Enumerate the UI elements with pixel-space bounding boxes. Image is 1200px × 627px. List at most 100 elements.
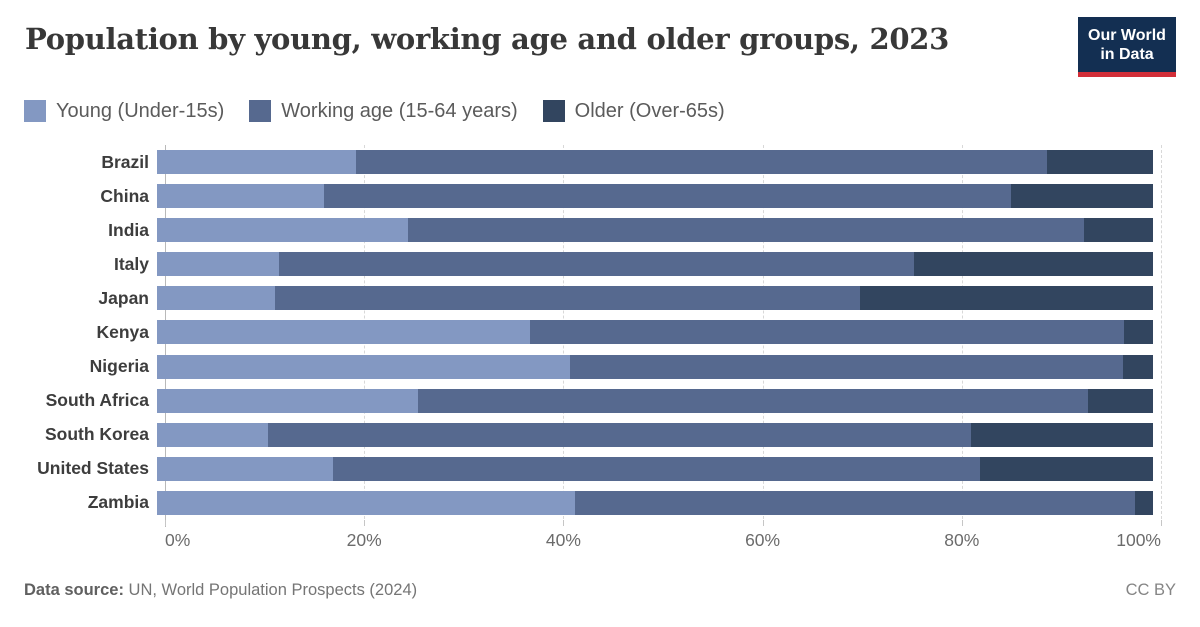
bar-row-italy: Italy	[0, 247, 1161, 281]
bar-segment-japan-working-age-15-64-years[interactable]	[274, 286, 861, 311]
bar-segment-zambia-working-age-15-64-years[interactable]	[575, 490, 1136, 515]
bar-segment-united-states-older-over-65s[interactable]	[979, 456, 1153, 481]
bar-segment-china-older-over-65s[interactable]	[1010, 184, 1153, 209]
x-tick-mark-20	[364, 520, 366, 526]
bar-segment-brazil-young-under-15s[interactable]	[157, 150, 357, 175]
gridline-100	[1161, 145, 1162, 524]
bar-segment-zambia-older-over-65s[interactable]	[1135, 490, 1153, 515]
data-source-note: Data source: UN, World Population Prospe…	[24, 581, 417, 600]
x-tick-mark-60	[762, 520, 764, 526]
bar-row-china: China	[0, 179, 1161, 213]
bar-rows: Brazil China India Italy Japan Kenya Nigeria So…	[0, 145, 1161, 520]
x-tick-mark-100	[1161, 520, 1162, 526]
bar-segment-nigeria-older-over-65s[interactable]	[1123, 354, 1153, 379]
bar-track-brazil	[157, 150, 1153, 175]
bar-segment-china-working-age-15-64-years[interactable]	[324, 184, 1011, 209]
bar-row-nigeria: Nigeria	[0, 350, 1161, 384]
legend-swatch-icon	[542, 100, 565, 122]
country-label-india: India	[108, 219, 149, 240]
country-label-zambia: Zambia	[87, 492, 149, 513]
bar-segment-south-korea-working-age-15-64-years[interactable]	[267, 422, 971, 447]
legend-swatch-icon	[24, 100, 46, 122]
bar-segment-china-young-under-15s[interactable]	[157, 184, 325, 209]
bar-track-zambia	[157, 490, 1153, 515]
bar-segment-italy-older-over-65s[interactable]	[913, 252, 1153, 277]
bar-segment-italy-working-age-15-64-years[interactable]	[278, 252, 914, 277]
country-label-china: China	[100, 185, 149, 206]
page-title: Population by young, working age and old…	[25, 22, 950, 56]
license-link[interactable]: CC BY	[1125, 581, 1176, 599]
bar-segment-japan-young-under-15s[interactable]	[157, 286, 275, 311]
bar-segment-nigeria-working-age-15-64-years[interactable]	[570, 354, 1124, 379]
x-tick-label-40: 40%	[545, 530, 581, 550]
x-tick-label-0: 0%	[165, 530, 191, 550]
bar-track-china	[157, 184, 1153, 209]
bar-segment-south-africa-working-age-15-64-years[interactable]	[417, 388, 1089, 413]
owid-logo-line2: in Data	[1100, 45, 1154, 63]
x-axis-labels: 0% 20% 40% 60% 80% 100%	[165, 530, 1161, 552]
owid-logo-line1: Our World	[1088, 26, 1166, 44]
bar-row-south-africa: South Africa	[0, 384, 1161, 418]
bar-row-south-korea: South Korea	[0, 418, 1161, 452]
x-tick-label-100: 100%	[1116, 530, 1161, 550]
bar-row-brazil: Brazil	[0, 145, 1161, 179]
bar-segment-brazil-working-age-15-64-years[interactable]	[356, 150, 1048, 175]
country-label-nigeria: Nigeria	[89, 356, 149, 377]
x-tick-mark-40	[563, 520, 565, 526]
legend-item-working-age-15-64-years[interactable]: Working age (15-64 years)	[249, 99, 518, 123]
bar-segment-zambia-young-under-15s[interactable]	[157, 490, 576, 515]
legend-swatch-icon	[249, 100, 272, 122]
bar-segment-india-young-under-15s[interactable]	[157, 218, 408, 243]
bar-segment-united-states-young-under-15s[interactable]	[157, 456, 334, 481]
owid-logo[interactable]: Our World in Data	[1078, 17, 1176, 77]
legend-item-label: Young (Under-15s)	[56, 100, 225, 122]
bar-segment-italy-young-under-15s[interactable]	[157, 252, 279, 277]
legend-item-older-over-65s[interactable]: Older (Over-65s)	[542, 99, 725, 123]
bar-row-kenya: Kenya	[0, 315, 1161, 349]
bar-row-zambia: Zambia	[0, 486, 1161, 520]
bar-segment-south-korea-older-over-65s[interactable]	[970, 422, 1153, 447]
legend-item-label: Older (Over-65s)	[574, 100, 725, 122]
bar-track-south-africa	[157, 388, 1153, 413]
bar-segment-nigeria-young-under-15s[interactable]	[157, 354, 571, 379]
bar-segment-india-working-age-15-64-years[interactable]	[407, 218, 1085, 243]
bar-segment-kenya-working-age-15-64-years[interactable]	[529, 320, 1125, 345]
bar-segment-kenya-young-under-15s[interactable]	[157, 320, 530, 345]
legend-item-label: Working age (15-64 years)	[281, 100, 518, 122]
country-label-south-korea: South Korea	[44, 424, 149, 445]
x-tick-mark-80	[961, 520, 963, 526]
bar-track-south-korea	[157, 422, 1153, 447]
bar-segment-south-korea-young-under-15s[interactable]	[157, 422, 268, 447]
bar-segment-brazil-older-over-65s[interactable]	[1047, 150, 1153, 175]
data-source-label: Data source:	[24, 581, 124, 599]
bar-row-india: India	[0, 213, 1161, 247]
bar-track-india	[157, 218, 1153, 243]
bar-track-italy	[157, 252, 1153, 277]
bar-track-japan	[157, 286, 1153, 311]
bar-segment-japan-older-over-65s[interactable]	[860, 286, 1153, 311]
bar-row-japan: Japan	[0, 281, 1161, 315]
country-label-kenya: Kenya	[96, 321, 149, 342]
x-tick-label-20: 20%	[346, 530, 382, 550]
bar-track-united-states	[157, 456, 1153, 481]
bar-segment-kenya-older-over-65s[interactable]	[1124, 320, 1153, 345]
x-tick-label-80: 80%	[944, 530, 980, 550]
bar-segment-united-states-working-age-15-64-years[interactable]	[333, 456, 980, 481]
data-source-text: UN, World Population Prospects (2024)	[123, 581, 418, 599]
legend: Young (Under-15s) Working age (15-64 year…	[24, 99, 725, 123]
bar-track-kenya	[157, 320, 1153, 345]
x-tick-mark-0	[165, 520, 166, 526]
country-label-brazil: Brazil	[101, 151, 149, 172]
legend-item-young-under-15s[interactable]: Young (Under-15s)	[24, 99, 224, 123]
country-label-italy: Italy	[113, 253, 149, 274]
bar-segment-south-africa-older-over-65s[interactable]	[1088, 388, 1153, 413]
bar-track-nigeria	[157, 354, 1153, 379]
country-label-united-states: United States	[37, 458, 149, 479]
country-label-south-africa: South Africa	[45, 390, 149, 411]
bar-row-united-states: United States	[0, 452, 1161, 486]
x-tick-label-60: 60%	[745, 530, 781, 550]
bar-segment-india-older-over-65s[interactable]	[1084, 218, 1153, 243]
bar-segment-south-africa-young-under-15s[interactable]	[157, 388, 418, 413]
country-label-japan: Japan	[98, 287, 149, 308]
